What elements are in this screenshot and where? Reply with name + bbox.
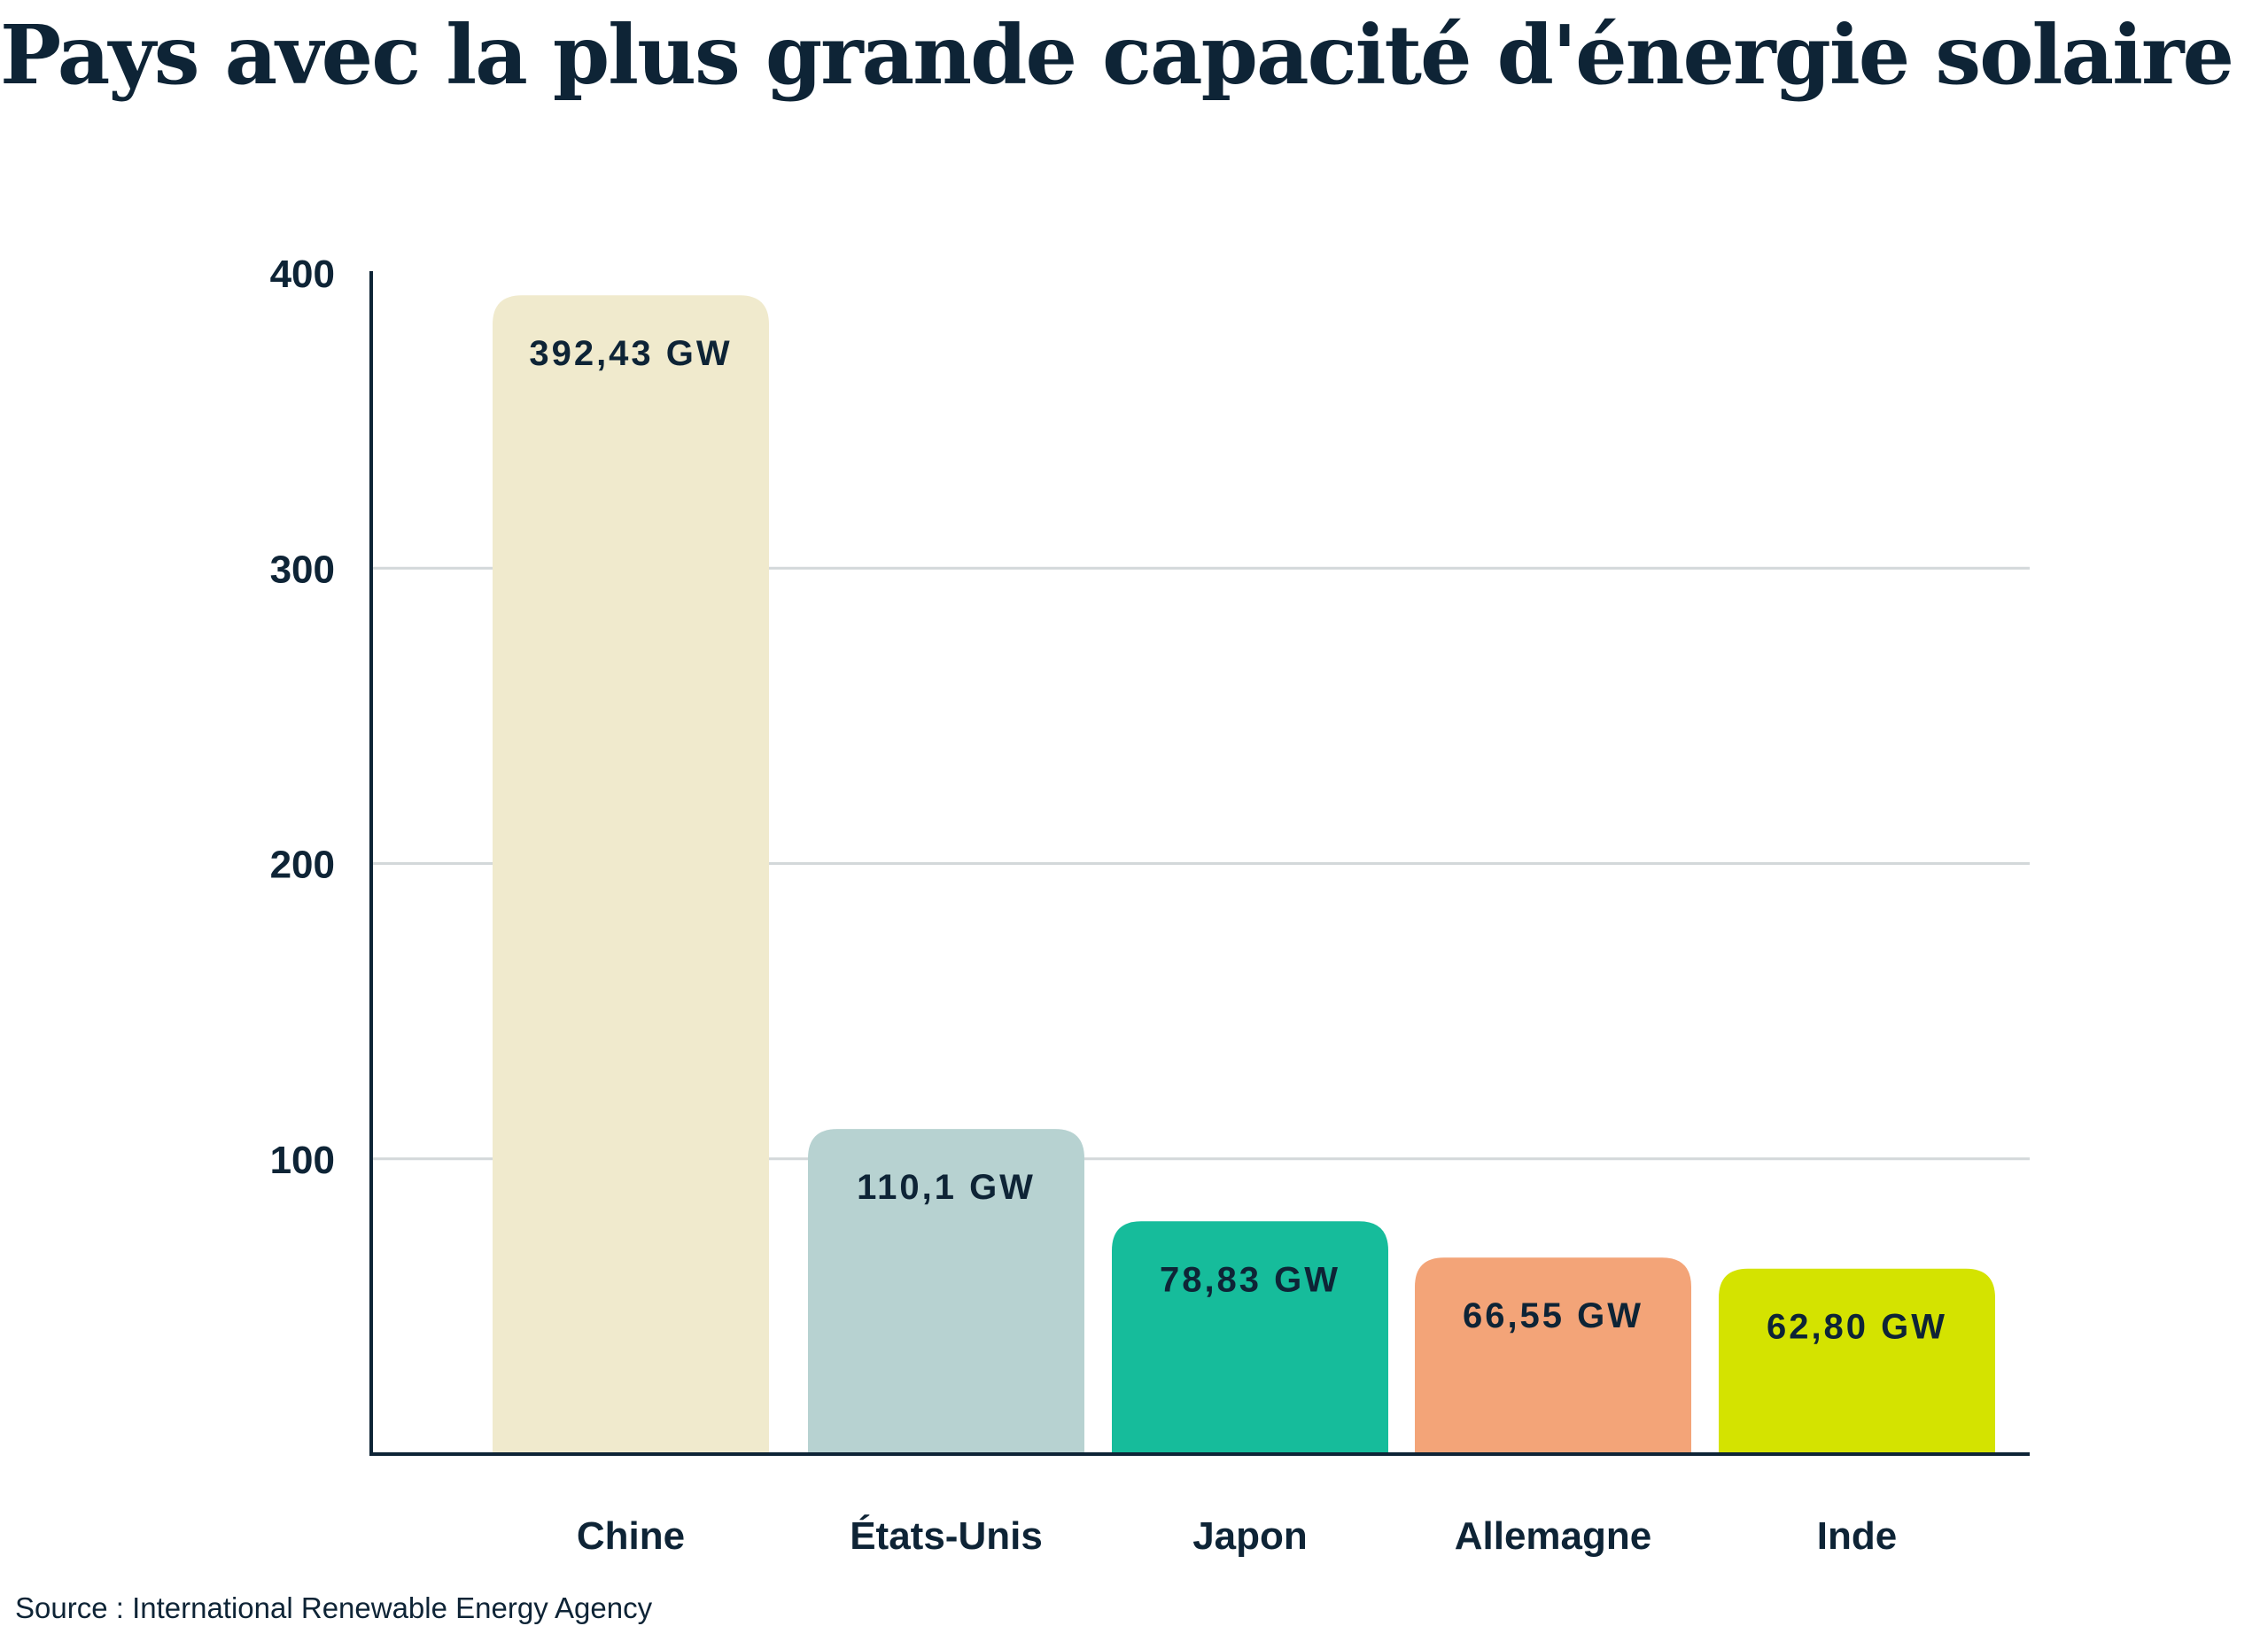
chart-title: Pays avec la plus grande capacité d'éner… — [0, 7, 2234, 103]
source-note: Source : International Renewable Energy … — [15, 1591, 653, 1624]
y-tick-label: 100 — [270, 1139, 335, 1182]
x-category-label: Inde — [1817, 1514, 1897, 1558]
bar — [1719, 1268, 1995, 1454]
x-category-label: Japon — [1192, 1514, 1308, 1558]
bar-value-label: 78,83 GW — [1160, 1260, 1340, 1299]
x-category-label: Allemagne — [1455, 1514, 1652, 1558]
bar-value-label: 110,1 GW — [857, 1168, 1036, 1207]
bar — [1415, 1257, 1691, 1454]
bar — [1112, 1221, 1388, 1454]
bar — [808, 1129, 1084, 1454]
bar — [493, 295, 769, 1454]
y-tick-label: 400 — [270, 253, 335, 296]
y-tick-label: 300 — [270, 548, 335, 591]
bar-value-label: 66,55 GW — [1463, 1296, 1643, 1335]
bar-value-label: 62,80 GW — [1767, 1308, 1947, 1347]
bar-value-label: 392,43 GW — [529, 334, 732, 373]
x-category-label: Chine — [577, 1514, 685, 1558]
y-tick-label: 200 — [270, 844, 335, 887]
x-category-label: États-Unis — [850, 1513, 1043, 1558]
